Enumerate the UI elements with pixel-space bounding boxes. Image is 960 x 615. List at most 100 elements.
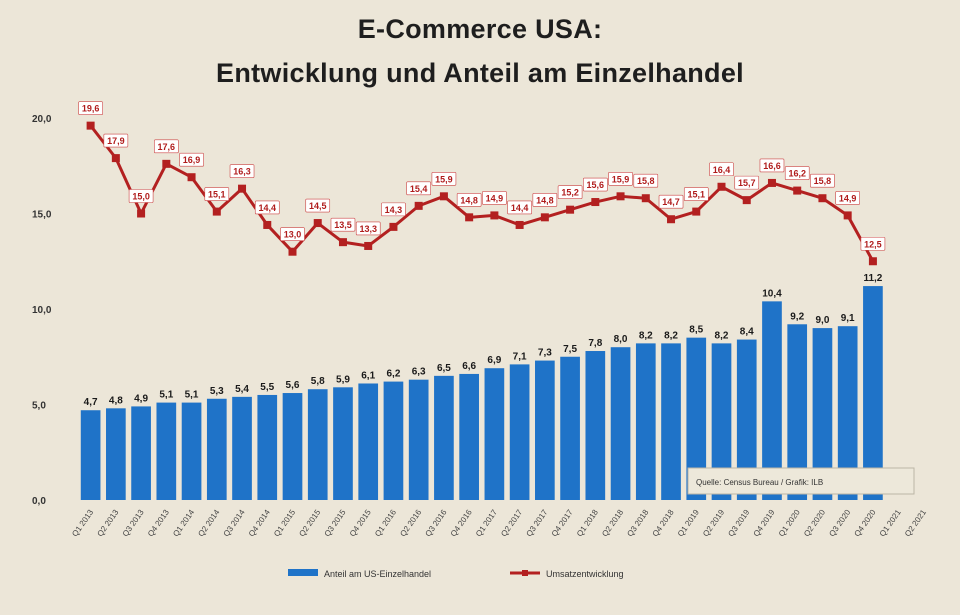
x-tick-label: Q4 2020 — [853, 508, 878, 539]
x-tick-label: Q4 2017 — [550, 508, 575, 539]
bar — [333, 387, 353, 500]
bar — [610, 347, 631, 500]
line-label-box — [254, 200, 280, 215]
bar-value-label: 6,1 — [361, 370, 375, 381]
bar — [635, 343, 656, 500]
line-label-box — [784, 166, 810, 180]
line-value-label: 15,1 — [687, 190, 705, 200]
bar-value-label: 6,9 — [487, 355, 501, 366]
line-label-box — [305, 198, 331, 213]
line-point — [111, 154, 120, 163]
x-tick-label: Q2 2016 — [398, 508, 423, 539]
bar — [661, 343, 681, 500]
bar-value-label: 9,0 — [815, 315, 829, 326]
line-point — [137, 209, 146, 218]
source-note: Quelle: Census Bureau / Grafik: ILB — [696, 478, 823, 487]
bar — [787, 324, 808, 500]
bar-value-label: 8,0 — [614, 334, 628, 345]
line-value-label: 14,4 — [258, 203, 276, 213]
bar-value-label: 7,3 — [538, 348, 552, 359]
line-value-label: 13,0 — [284, 230, 302, 240]
legend-line-label: Umsatzentwicklung — [546, 569, 624, 579]
x-tick-label: Q1 2020 — [777, 508, 802, 539]
line-label-box — [860, 236, 886, 251]
x-tick-label: Q4 2014 — [247, 508, 272, 539]
line-label-box — [482, 191, 507, 205]
bar-value-label: 5,1 — [159, 390, 173, 401]
line-point — [818, 194, 827, 203]
line-label-box — [810, 173, 835, 188]
line-value-label: 14,5 — [309, 201, 327, 211]
y-tick-label: 20,0 — [32, 114, 52, 125]
x-tick-label: Q2 2020 — [802, 508, 827, 539]
bar-value-label: 8,5 — [689, 325, 703, 336]
line-point — [288, 247, 297, 256]
bar-value-label: 7,5 — [563, 344, 577, 355]
line-point — [490, 211, 499, 220]
bar-value-label: 8,2 — [639, 330, 653, 341]
bar — [736, 339, 757, 500]
line-label-box — [709, 162, 734, 177]
line-value-label: 13,5 — [334, 220, 352, 230]
line-label-box — [759, 158, 785, 173]
line-point — [389, 222, 398, 231]
y-tick-label: 15,0 — [32, 210, 52, 221]
line-value-label: 17,6 — [158, 142, 176, 152]
line-value-label: 15,9 — [435, 174, 453, 184]
x-tick-label: Q1 2021 — [878, 508, 903, 539]
line-value-label: 14,8 — [536, 195, 554, 205]
bar — [257, 394, 278, 500]
bar — [80, 410, 101, 500]
bar — [837, 326, 858, 500]
line-point — [540, 213, 549, 222]
bar-value-label: 6,2 — [386, 369, 400, 380]
x-tick-label: Q2 2015 — [297, 508, 322, 539]
bar — [863, 286, 883, 500]
line-value-label: 19,6 — [82, 104, 100, 114]
bar-value-label: 7,1 — [513, 351, 527, 362]
line-point — [338, 238, 347, 247]
bar-value-label: 5,9 — [336, 374, 350, 385]
line-point — [692, 207, 701, 216]
x-tick-label: Q3 2014 — [222, 508, 247, 539]
bar-value-label: 8,2 — [664, 330, 678, 341]
x-tick-label: Q1 2018 — [575, 508, 600, 539]
line-point — [717, 182, 726, 191]
line-label-box — [658, 194, 684, 209]
legend-bar-swatch — [288, 569, 318, 576]
line-value-label: 12,5 — [864, 239, 882, 249]
line-point — [667, 215, 676, 224]
x-tick-label: Q2 2017 — [499, 508, 524, 539]
line-value-label: 15,4 — [410, 184, 428, 194]
x-tick-label: Q3 2017 — [525, 508, 550, 539]
bar — [484, 368, 505, 500]
line-label-box — [406, 181, 431, 196]
line-label-box — [154, 139, 179, 154]
line-value-label: 13,3 — [359, 224, 377, 234]
bar-value-label: 7,8 — [588, 338, 602, 349]
legend-bar-label: Anteil am US-Einzelhandel — [324, 569, 431, 579]
line-point — [238, 184, 247, 193]
bar — [181, 402, 202, 500]
line-label-box — [431, 172, 457, 186]
bar — [509, 364, 530, 500]
x-tick-label: Q3 2019 — [726, 508, 751, 539]
x-tick-label: Q4 2016 — [449, 508, 474, 539]
bar — [206, 398, 227, 500]
line-label-box — [835, 191, 860, 205]
line-value-label: 14,9 — [486, 193, 504, 203]
line-label-box — [330, 217, 356, 232]
chart-title-line1: E-Commerce USA: — [357, 14, 603, 44]
line-point — [86, 121, 95, 130]
line-point — [465, 213, 474, 222]
line-point — [616, 192, 625, 201]
line-value-label: 16,9 — [183, 155, 201, 165]
bar — [131, 406, 151, 500]
bar — [156, 402, 177, 500]
line-point — [767, 178, 776, 187]
line-value-label: 15,2 — [561, 188, 579, 198]
line-label-box — [507, 200, 532, 215]
line-point — [868, 257, 877, 266]
line-point — [641, 194, 650, 203]
